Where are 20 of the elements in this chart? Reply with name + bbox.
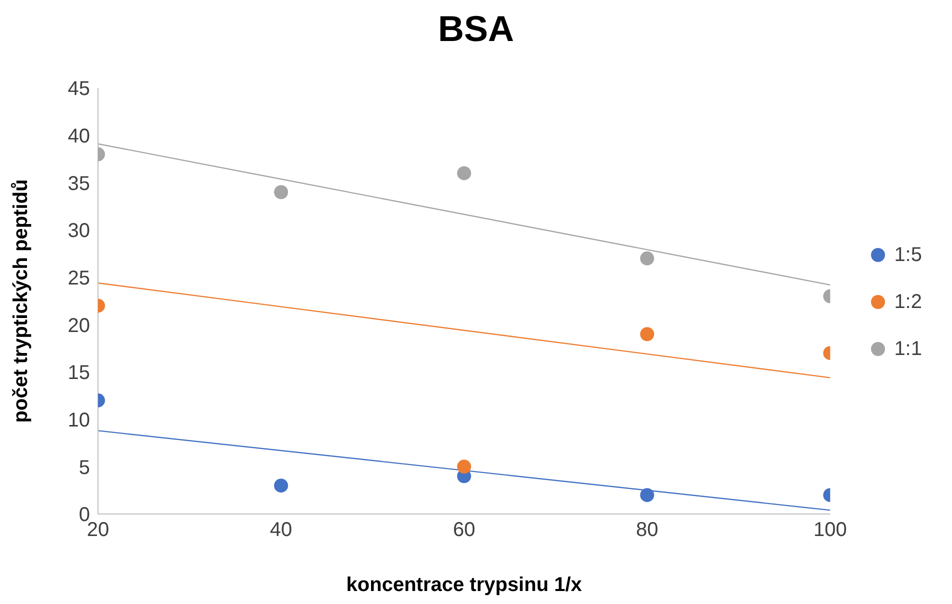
y-axis-title: počet tryptických peptidů	[10, 179, 32, 423]
y-tick-label: 10	[68, 409, 90, 432]
legend-label: 1:5	[894, 244, 922, 266]
y-tick-label: 40	[68, 125, 90, 148]
x-axis-title: koncentrace trypsinu 1/x	[346, 574, 582, 596]
y-tick-label: 5	[78, 456, 90, 479]
x-tick-label: 60	[452, 519, 476, 542]
y-tick-label: 20	[68, 314, 90, 337]
y-tick-label: 25	[68, 267, 90, 290]
x-tick-label: 100	[814, 519, 847, 542]
legend-label: 1:2	[894, 290, 922, 314]
chart-title: BSA	[436, 8, 515, 50]
y-tick-label: 30	[68, 220, 90, 242]
x-tick-label: 80	[636, 519, 658, 542]
x-tick-label: 40	[270, 519, 292, 542]
y-tick-label: 35	[68, 172, 90, 195]
y-tick-label: 45	[68, 78, 90, 100]
legend-label: 1:1	[894, 338, 922, 360]
point	[457, 166, 472, 180]
y-tick-label: 15	[68, 362, 90, 384]
